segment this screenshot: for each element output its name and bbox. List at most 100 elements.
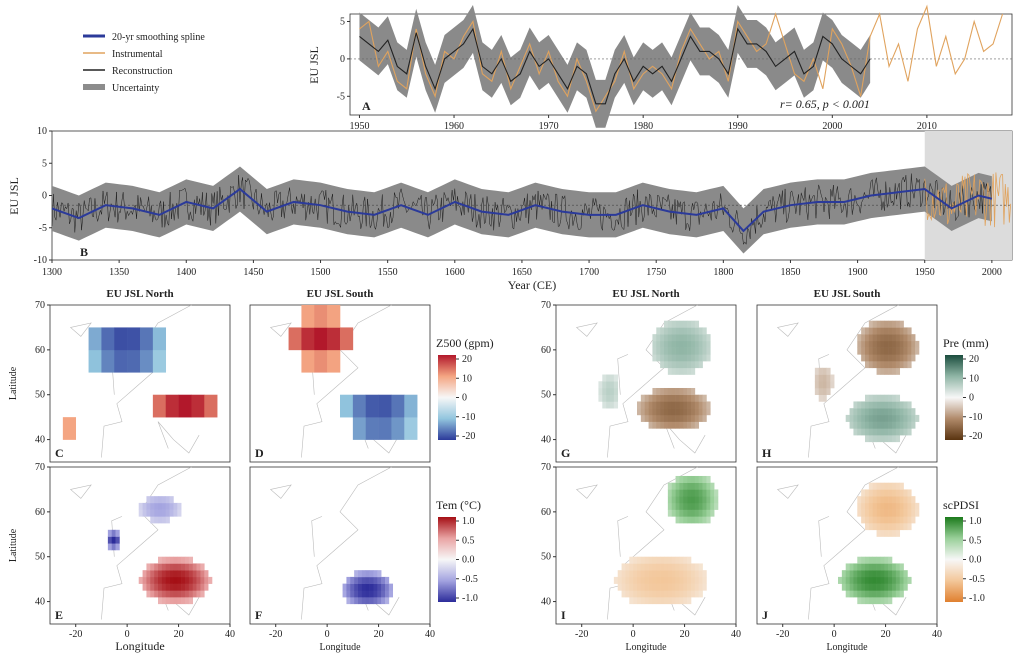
map-cell [158, 576, 163, 584]
map-cell [884, 435, 889, 443]
map-cell [158, 570, 163, 578]
map-cell [691, 387, 696, 396]
map-cell [361, 570, 367, 578]
map-cell [656, 590, 661, 598]
map-cell [899, 496, 904, 504]
map-cell [876, 502, 881, 510]
map-cell [687, 563, 692, 571]
map-cell [868, 570, 874, 578]
map-cell [868, 482, 874, 490]
map-cell [667, 597, 673, 605]
map-cell [872, 340, 877, 348]
map-cell [652, 340, 657, 348]
map-cell [142, 583, 147, 591]
map-cell [62, 417, 77, 440]
map-cell [667, 590, 673, 598]
map-cell [899, 327, 904, 335]
map-cell [868, 590, 874, 598]
map-cell [683, 394, 688, 402]
map-ytick-label: 70 [35, 462, 45, 473]
panel-b-xtick-label: 1300 [42, 267, 62, 278]
map-cell [895, 489, 901, 497]
map-cell [865, 489, 870, 497]
map-cell [691, 320, 696, 328]
map-cell [381, 590, 386, 598]
map-cell [872, 354, 877, 362]
map-cell [664, 576, 669, 584]
panel-a-series-reconstruction [359, 27, 871, 105]
map-cell [892, 509, 897, 517]
map-ytick-label: 70 [541, 462, 551, 473]
map-xtick-label: -20 [776, 629, 789, 640]
map-cell [899, 590, 904, 598]
map-cell [872, 408, 877, 416]
map-cell [872, 502, 877, 510]
map-cell [861, 496, 866, 504]
map-cell [342, 583, 347, 591]
map-cell [610, 394, 615, 402]
map-cell [165, 502, 170, 510]
map-cell [853, 421, 858, 429]
map-cell [892, 421, 897, 429]
map-cell [378, 394, 392, 418]
map-cell [849, 414, 854, 422]
map-cell [888, 347, 893, 355]
map-cell [629, 583, 634, 591]
map-cell [169, 496, 174, 504]
map-cell [602, 387, 607, 396]
map-cell [671, 401, 676, 409]
map-cell [652, 421, 657, 429]
map-cell [361, 597, 367, 605]
map-cell [872, 563, 877, 571]
map-cell [849, 583, 854, 591]
map-cell [158, 516, 163, 524]
panel-b-xtick-label: 1600 [445, 267, 465, 278]
map-cell [694, 347, 700, 355]
map-cell [849, 421, 854, 429]
panel-b-xtick-label: 1400 [176, 267, 196, 278]
map-cell [861, 340, 866, 348]
panel-a-ytick-label: -5 [337, 91, 345, 102]
map-cell [911, 421, 916, 429]
map-cell [876, 347, 881, 355]
map-cell [702, 408, 707, 416]
map-cell [683, 576, 688, 584]
legend-label: Reconstruction [112, 66, 173, 77]
map-cell [907, 421, 912, 429]
map-cell [679, 401, 684, 409]
map-cell [880, 421, 885, 429]
map-cell [354, 583, 359, 591]
map-cell [633, 590, 638, 598]
map-cell [664, 327, 669, 335]
map-cell [667, 482, 673, 490]
map-coastline [575, 466, 706, 620]
map-cell [192, 576, 197, 584]
map-cell [845, 590, 850, 598]
map-cell [671, 421, 676, 429]
map-cell [373, 597, 378, 605]
map-ytick-label: 60 [541, 507, 551, 518]
map-cell [648, 590, 653, 598]
map-cell [872, 347, 877, 355]
map-cell [861, 502, 866, 510]
map-cell [857, 334, 862, 342]
map-cell [656, 576, 661, 584]
map-cell [698, 576, 703, 584]
map-cell [671, 320, 676, 328]
map-cell [640, 570, 646, 578]
map-cell [892, 482, 897, 490]
map-cell [675, 597, 680, 605]
map-ytick-label: 70 [541, 300, 551, 311]
map-cell [706, 334, 711, 342]
map-cell [652, 556, 657, 564]
map-cell [880, 583, 885, 591]
map-cell [687, 556, 692, 564]
map-cell [621, 576, 626, 584]
map-cell [849, 408, 854, 416]
map-cell [361, 583, 367, 591]
map-cell [691, 583, 696, 591]
map-cell [884, 401, 889, 409]
map-cell [907, 523, 912, 531]
map-cell [664, 401, 669, 409]
panel-a-letter: A [362, 99, 371, 113]
